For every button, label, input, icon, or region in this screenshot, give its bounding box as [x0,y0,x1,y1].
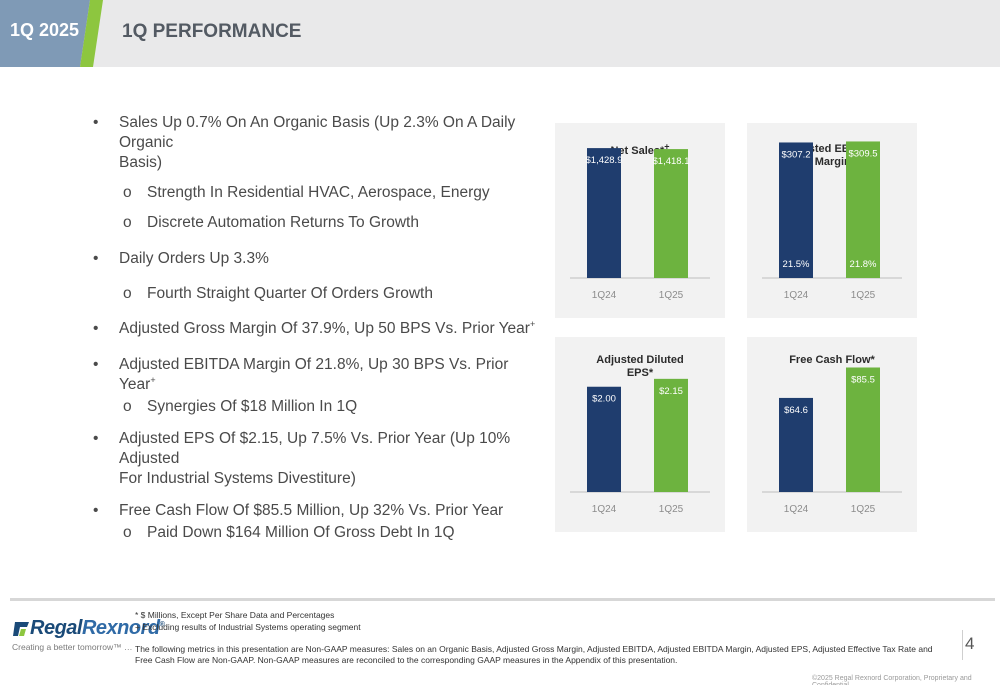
bar-value-label: $1,428.9 [586,155,623,166]
bullet-marker: • [93,320,99,337]
sub-bullet-text: Discrete Automation Returns To Growth [147,214,419,231]
bar-value-label: $2.00 [592,394,616,405]
footnotes: * $ Millions, Except Per Share Data and … [135,609,361,633]
bullet-item: • Daily Orders Up 3.3% [90,249,540,269]
bar-value-label: $2.15 [659,386,683,397]
adjusted-ebitda-chart: Adjusted EBITDA*& Margin*+ $307.221.5%1Q… [747,123,917,318]
sub-bullet-item: o Discrete Automation Returns To Growth [90,213,540,233]
bar-value-label: $307.2 [781,149,810,160]
bullet-marker: • [93,356,99,373]
header-bar [0,0,1000,67]
bullet-sup: + [150,374,156,385]
adjusted-eps-chart: Adjusted Diluted EPS* $2.00 1Q24 $2.15 1Q25 [555,337,725,532]
bullet-text: Adjusted EBITDA Margin Of 21.8%, Up 30 B… [119,356,509,393]
sub-bullet-marker: o [123,184,132,201]
bullet-item: • Sales Up 0.7% On An Organic Basis (Up … [90,113,540,173]
footnote-2: + Excluding results of Industrial System… [135,622,361,632]
sub-bullet-marker: o [123,285,132,302]
company-logo-text: RegalRexnord® [30,617,165,639]
footnote-1: * $ Millions, Except Per Share Data and … [135,610,335,620]
bullet-text: Adjusted Gross Margin Of 37.9%, Up 50 BP… [119,320,530,337]
free-cash-flow-chart: Free Cash Flow* $64.6 1Q24 $85.5 1Q25 [747,337,917,532]
chart-title: Net Sales*+ [610,141,670,157]
x-tick-label: 1Q25 [659,504,684,515]
bar-1q25 [654,149,688,278]
page-number-divider [962,630,963,660]
bar-1q24 [587,386,621,492]
bullet-item: • Adjusted EPS Of $2.15, Up 7.5% Vs. Pri… [90,429,540,489]
sub-bullet-item: o Fourth Straight Quarter Of Orders Grow… [90,284,540,304]
non-gaap-disclaimer: The following metrics in this presentati… [135,644,933,665]
bullet-list: • Sales Up 0.7% On An Organic Basis (Up … [90,113,540,543]
bar-1q25 [846,141,880,278]
sub-bullet-text: Fourth Straight Quarter Of Orders Growth [147,285,433,302]
page-number: 4 [965,634,975,653]
quarter-tab-label: 1Q 2025 [10,20,80,40]
bar-value-label: $85.5 [851,374,875,385]
bullet-marker: • [93,430,99,447]
bullet-text: Free Cash Flow Of $85.5 Million, Up 32% … [119,502,504,519]
bullet-marker: • [93,502,99,519]
bullet-item: • Free Cash Flow Of $85.5 Million, Up 32… [90,501,540,521]
bar-1q24 [779,142,813,278]
bullet-text: Adjusted EPS Of $2.15, Up 7.5% Vs. Prior… [119,430,511,467]
sub-bullet-text: Paid Down $164 Million Of Gross Debt In … [147,524,455,541]
x-tick-label: 1Q24 [784,290,809,301]
sub-bullet-item: o Strength In Residential HVAC, Aerospac… [90,183,540,203]
sub-bullet-text: Synergies Of $18 Million In 1Q [147,398,358,415]
x-tick-label: 1Q25 [851,504,876,515]
free-cash-flow-svg: $64.6 1Q24 $85.5 1Q25 [762,367,902,515]
copyright: ©2025 Regal Rexnord Corporation, Proprie… [812,675,972,685]
x-tick-label: 1Q24 [784,504,809,515]
bullet-marker: • [93,250,99,267]
company-tagline: Creating a better tomorrow™ … [12,642,133,652]
bar-value-label: $1,418.1 [653,156,690,167]
bullet-text-cont: For Industrial Systems Divestiture) [119,470,356,487]
chart-title: Free Cash Flow* [789,354,875,366]
sub-bullet-marker: o [123,398,132,415]
bar-1q24 [779,397,813,492]
adjusted-ebitda-svg: $307.2 21.5% 1Q24 $309.5 21.8% 1Q25 [762,141,902,301]
x-tick-label: 1Q24 [592,504,617,515]
x-tick-label: 1Q24 [592,290,617,301]
margin-label: 21.5% [783,259,810,270]
bullet-marker: • [93,114,99,131]
sub-bullet-item: o Paid Down $164 Million Of Gross Debt I… [90,523,540,543]
margin-label: 21.8% [850,259,877,270]
bullet-text: Daily Orders Up 3.3% [119,250,269,267]
bullet-text-cont: Basis) [119,154,163,171]
adjusted-eps-svg: $2.00 1Q24 $2.15 1Q25 [570,378,710,515]
bar-value-label: $309.5 [848,148,877,159]
page-title: 1Q PERFORMANCE [122,21,302,42]
bar-1q24 [587,148,621,278]
footer-divider [10,598,995,601]
bar-value-label: $64.6 [784,405,808,416]
bullet-text: Sales Up 0.7% On An Organic Basis (Up 2.… [119,114,516,151]
header-tab-graphic [0,0,103,67]
sub-bullet-text: Strength In Residential HVAC, Aerospace,… [147,184,490,201]
bullet-item: • Adjusted Gross Margin Of 37.9%, Up 50 … [90,319,540,339]
bar-1q25 [654,378,688,492]
bullet-item: • Adjusted EBITDA Margin Of 21.8%, Up 30… [90,355,540,395]
chart-title: Adjusted Diluted EPS* [596,354,684,379]
net-sales-svg: $1,428.9 1Q24 $1,418.1 1Q25 [570,148,710,301]
sub-bullet-marker: o [123,214,132,231]
x-tick-label: 1Q25 [851,290,876,301]
sub-bullet-marker: o [123,524,132,541]
net-sales-chart: Net Sales*+ $1,428.9 1Q24 $1,418.1 1Q25 [555,123,725,318]
bullet-sup: + [529,318,536,329]
regal-rexnord-logo-icon [13,622,29,636]
x-tick-label: 1Q25 [659,290,684,301]
bar-1q25 [846,367,880,492]
sub-bullet-item: o Synergies Of $18 Million In 1Q [90,397,540,417]
